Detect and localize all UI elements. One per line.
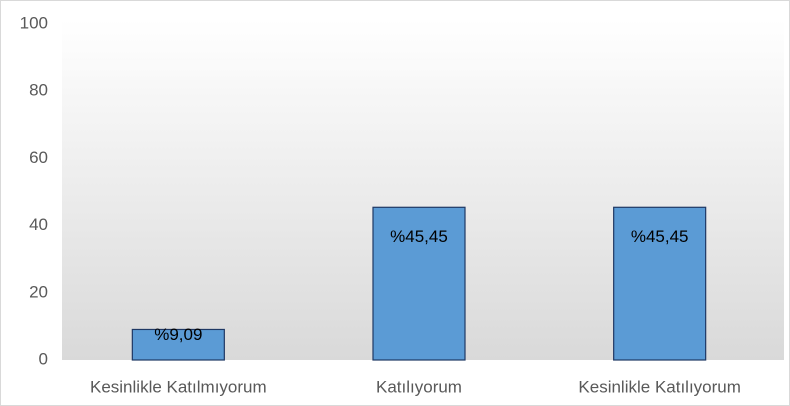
bar [613,206,707,361]
x-tick-label: Katılıyorum [376,377,462,396]
y-tick-label: 100 [20,13,48,32]
y-tick-label: 80 [29,81,48,100]
value-label: %9,09 [154,325,202,344]
y-tick-label: 40 [29,215,48,234]
x-tick-label: Kesinlikle Katılıyorum [578,377,741,396]
value-label: %45,45 [390,227,448,246]
y-tick-label: 60 [29,148,48,167]
y-tick-label: 0 [39,349,48,368]
y-tick-label: 20 [29,282,48,301]
x-tick-label: Kesinlikle Katılmıyorum [90,377,267,396]
bar [372,206,466,361]
value-label: %45,45 [631,227,689,246]
bar [131,328,225,361]
